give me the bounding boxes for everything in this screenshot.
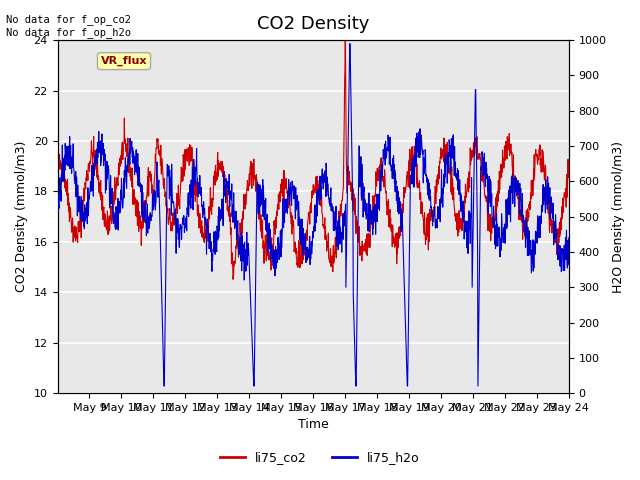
Y-axis label: CO2 Density (mmol/m3): CO2 Density (mmol/m3) [15, 141, 28, 292]
X-axis label: Time: Time [298, 419, 328, 432]
Legend: li75_co2, li75_h2o: li75_co2, li75_h2o [215, 446, 425, 469]
Title: CO2 Density: CO2 Density [257, 15, 369, 33]
Y-axis label: H2O Density (mmol/m3): H2O Density (mmol/m3) [612, 141, 625, 293]
Text: VR_flux: VR_flux [100, 56, 147, 66]
Text: No data for f_op_co2
No data for f_op_h2o: No data for f_op_co2 No data for f_op_h2… [6, 14, 131, 38]
